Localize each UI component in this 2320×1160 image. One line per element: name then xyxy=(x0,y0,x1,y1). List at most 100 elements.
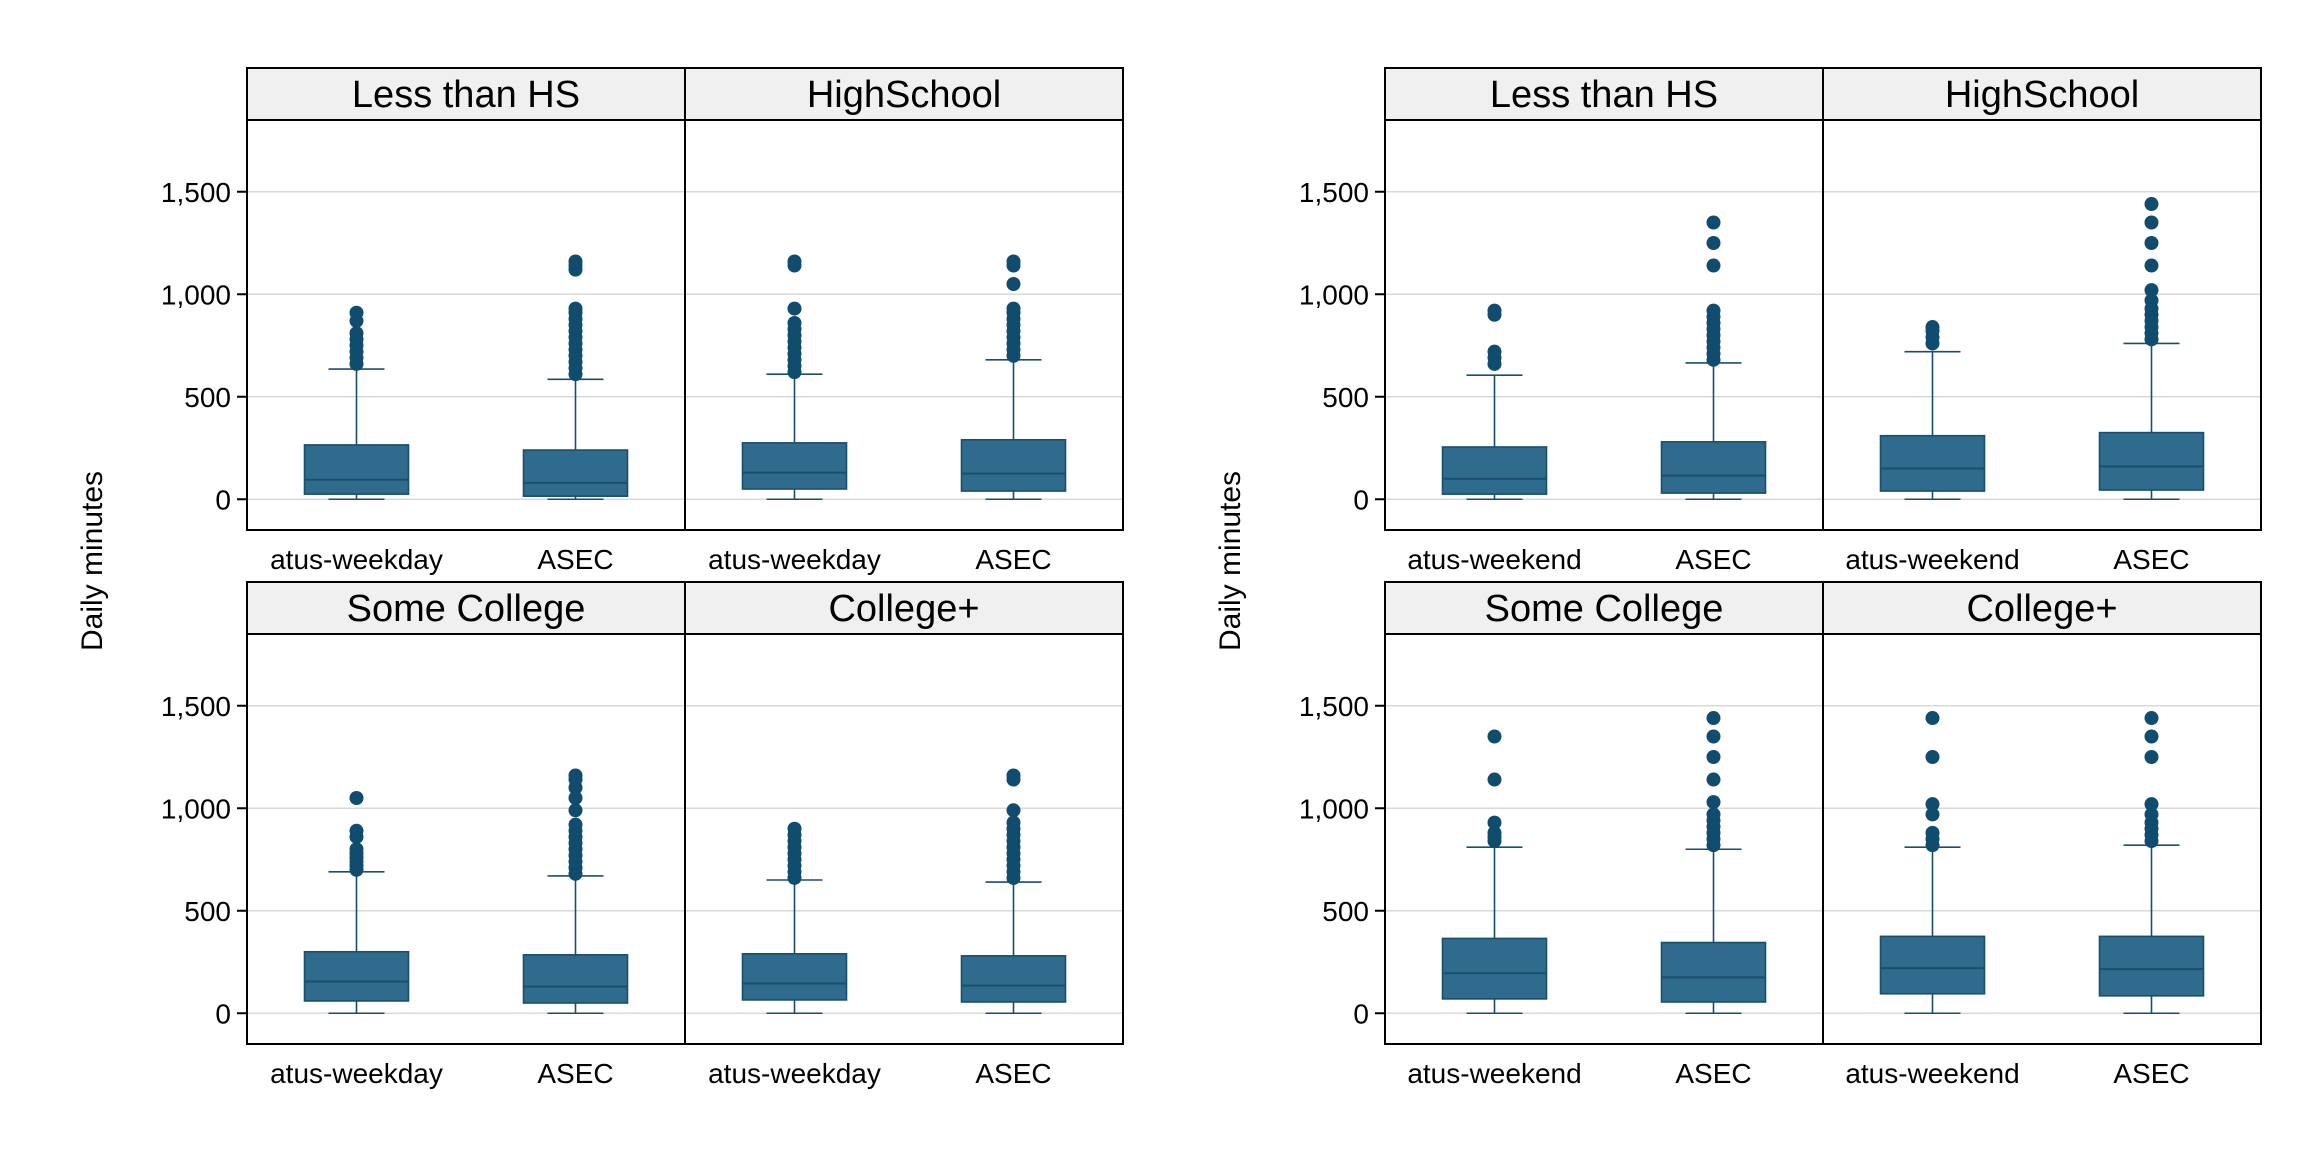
figure-1: Daily minutes Less than HS 0 500 1,000 1,500 a… xyxy=(1214,67,2262,1089)
panel-strip xyxy=(246,67,686,121)
outlier-point xyxy=(2144,236,2159,250)
box-ASEC xyxy=(960,768,1067,1015)
y-tick-label: 1,500 xyxy=(1299,177,1369,208)
outlier-point xyxy=(1706,772,1721,787)
outlier-point xyxy=(787,821,802,836)
panel-title: HighSchool xyxy=(807,74,1001,116)
outlier-point xyxy=(349,326,364,341)
box-atus-weekday xyxy=(741,254,848,501)
x-category-label: atus-weekday xyxy=(708,544,881,575)
box-atus-weekday xyxy=(303,305,410,501)
outlier-point xyxy=(1487,825,1502,840)
panel-frame xyxy=(1822,119,2262,531)
outlier-point xyxy=(1706,303,1721,318)
y-tick-label: 500 xyxy=(184,382,231,413)
panel-strip xyxy=(684,67,1124,121)
outlier-point xyxy=(2144,197,2159,212)
outlier-point xyxy=(1487,303,1502,318)
y-tick-label: 0 xyxy=(215,484,231,515)
x-category-label: atus-weekend xyxy=(1845,1058,2019,1089)
outlier-point xyxy=(1706,215,1721,230)
outlier-point xyxy=(1706,711,1721,726)
y-tick-label: 0 xyxy=(1353,484,1369,515)
outlier-point xyxy=(2144,711,2159,726)
box-atus-weekend xyxy=(1879,320,1986,501)
x-category-label: ASEC xyxy=(975,544,1051,575)
outlier-point xyxy=(568,817,583,832)
y-axis-label: Daily minutes xyxy=(76,471,109,651)
panel-title: HighSchool xyxy=(1945,74,2139,116)
outlier-point xyxy=(2144,797,2159,812)
outlier-point xyxy=(1487,772,1502,787)
y-tick-label: 1,500 xyxy=(161,691,231,722)
x-category-label: ASEC xyxy=(537,1058,613,1089)
panel-0-3: College+ atus-weekday ASEC xyxy=(684,581,1124,1089)
outlier-point xyxy=(1706,729,1721,744)
x-category-label: atus-weekday xyxy=(270,1058,443,1089)
outlier-point xyxy=(568,301,583,316)
outlier-point xyxy=(568,254,583,269)
outlier-point xyxy=(2144,293,2159,308)
box-atus-weekday xyxy=(303,791,410,1015)
x-category-label: atus-weekday xyxy=(708,1058,881,1089)
outlier-point xyxy=(349,842,364,857)
outlier-point xyxy=(1706,750,1721,764)
panel-title: Some College xyxy=(1485,588,1724,630)
panel-0-1: HighSchool atus-weekday ASEC xyxy=(684,67,1124,575)
box-ASEC xyxy=(960,254,1067,501)
y-tick-label: 0 xyxy=(215,998,231,1029)
panel-1-3: College+ atus-weekend ASEC xyxy=(1822,581,2262,1089)
outlier-point xyxy=(1925,807,1940,822)
panel-0-0: Less than HS 0 500 1,000 1,500 atus-weekday AS… xyxy=(161,67,686,575)
outlier-point xyxy=(1706,807,1721,822)
outlier-point xyxy=(2144,729,2159,744)
y-tick-label: 500 xyxy=(1322,896,1369,927)
panel-frame xyxy=(1822,633,2262,1045)
panel-strip xyxy=(1822,67,2262,121)
box-ASEC xyxy=(2098,711,2205,1015)
outlier-point xyxy=(2144,807,2159,822)
panel-1-1: HighSchool atus-weekend ASEC xyxy=(1822,67,2262,575)
box-ASEC xyxy=(2098,197,2205,501)
figure-0: Daily minutes Less than HS 0 500 1,000 1,500 a… xyxy=(76,67,1124,1089)
outlier-point xyxy=(787,254,802,269)
box-iqr xyxy=(303,444,410,495)
y-tick-label: 1,000 xyxy=(161,793,231,824)
outlier-point xyxy=(1706,258,1721,273)
x-category-label: atus-weekend xyxy=(1407,544,1581,575)
y-tick-label: 500 xyxy=(184,896,231,927)
box-iqr xyxy=(303,950,410,1002)
box-iqr xyxy=(1879,935,1986,995)
x-category-label: ASEC xyxy=(1675,1058,1751,1089)
x-category-label: ASEC xyxy=(975,1058,1051,1089)
panel-1-0: Less than HS 0 500 1,000 1,500 atus-weekend AS… xyxy=(1299,67,1824,575)
outlier-point xyxy=(568,791,583,805)
outlier-point xyxy=(1006,815,1021,830)
box-iqr xyxy=(1879,434,1986,492)
outlier-point xyxy=(1487,815,1502,830)
outlier-point xyxy=(1006,768,1021,783)
outlier-point xyxy=(1925,711,1940,726)
box-ASEC xyxy=(1660,215,1767,501)
box-iqr xyxy=(2098,935,2205,997)
box-iqr xyxy=(522,449,629,497)
outlier-point xyxy=(787,315,802,330)
panel-title: Some College xyxy=(347,588,586,630)
outlier-point xyxy=(2144,215,2159,230)
box-ASEC xyxy=(522,254,629,501)
outlier-point xyxy=(1925,750,1940,764)
outlier-point xyxy=(1925,320,1940,335)
box-iqr xyxy=(960,438,1067,492)
box-iqr xyxy=(2098,431,2205,491)
outlier-point xyxy=(568,768,583,783)
x-category-label: atus-weekday xyxy=(270,544,443,575)
y-axis-label: Daily minutes xyxy=(1214,471,1247,651)
box-atus-weekend xyxy=(1441,303,1548,501)
panel-strip xyxy=(684,581,1124,635)
outlier-point xyxy=(568,803,583,818)
box-iqr xyxy=(741,442,848,490)
outlier-point xyxy=(1706,795,1721,810)
panel-title: Less than HS xyxy=(1490,74,1718,116)
box-iqr xyxy=(741,952,848,1001)
outlier-point xyxy=(787,301,802,316)
